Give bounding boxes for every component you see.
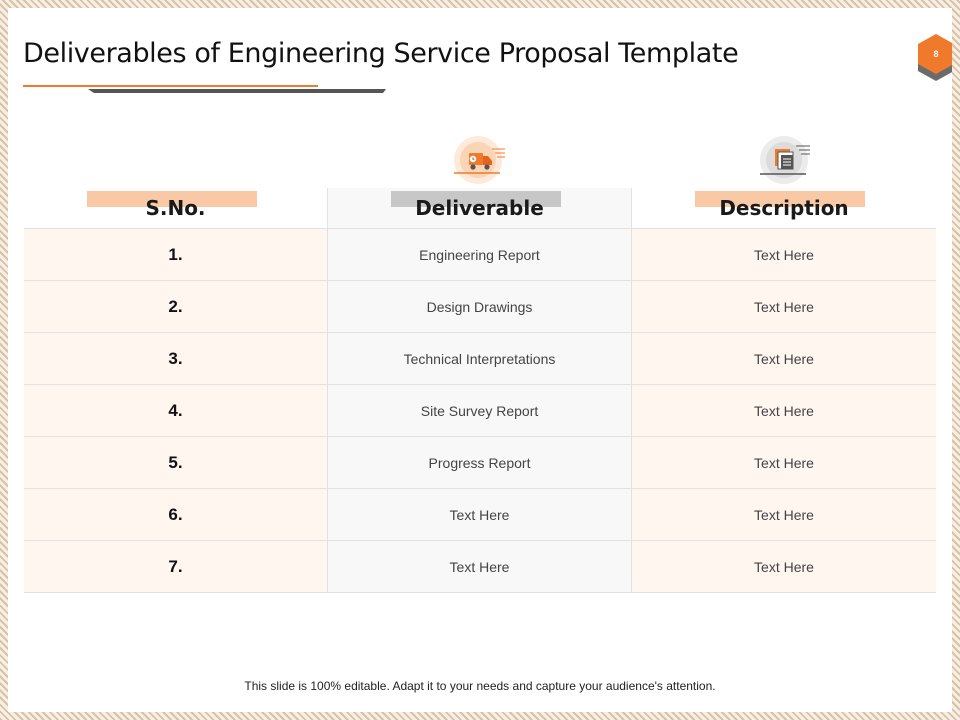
table-row: 2. Design Drawings Text Here <box>24 281 936 333</box>
cell-divider <box>327 385 328 436</box>
cell-description: Text Here <box>632 385 936 436</box>
column-header-description: Description <box>632 188 936 228</box>
cell-divider <box>327 437 328 488</box>
cell-divider <box>327 541 328 592</box>
cell-divider <box>631 281 632 332</box>
page-number-badge: 8 <box>918 34 952 82</box>
cell-divider <box>631 437 632 488</box>
cell-deliverable: Text Here <box>328 541 631 592</box>
column-header-label: S.No. <box>145 196 206 220</box>
cell-description: Text Here <box>632 437 936 488</box>
cell-sno: 1. <box>24 229 327 280</box>
slide-title: Deliverables of Engineering Service Prop… <box>23 38 739 69</box>
cell-divider <box>631 385 632 436</box>
header-highlight-bar <box>391 191 561 207</box>
cell-description: Text Here <box>632 333 936 384</box>
table-row: 1. Engineering Report Text Here <box>24 228 936 281</box>
column-header-label: Description <box>719 196 849 220</box>
cell-sno: 6. <box>24 489 327 540</box>
table-row: 6. Text Here Text Here <box>24 489 936 541</box>
cell-divider <box>631 541 632 592</box>
column-header-sno: S.No. <box>24 188 327 228</box>
table-row: 5. Progress Report Text Here <box>24 437 936 489</box>
cell-deliverable: Technical Interpretations <box>328 333 631 384</box>
table-row: 4. Site Survey Report Text Here <box>24 385 936 437</box>
header-highlight-bar <box>695 191 865 207</box>
cell-divider <box>631 333 632 384</box>
title-underline-shadow <box>88 89 386 93</box>
header-highlight-bar <box>87 191 257 207</box>
cell-deliverable: Engineering Report <box>328 229 631 280</box>
cell-description: Text Here <box>632 489 936 540</box>
cell-divider <box>631 489 632 540</box>
slide: Deliverables of Engineering Service Prop… <box>8 8 952 712</box>
cell-sno: 5. <box>24 437 327 488</box>
cell-divider <box>327 489 328 540</box>
cell-sno: 3. <box>24 333 327 384</box>
cell-deliverable: Progress Report <box>328 437 631 488</box>
cell-sno: 7. <box>24 541 327 592</box>
cell-divider <box>327 281 328 332</box>
cell-description: Text Here <box>632 229 936 280</box>
cell-deliverable: Text Here <box>328 489 631 540</box>
cell-description: Text Here <box>632 281 936 332</box>
table-body: 1. Engineering Report Text Here 2. Desig… <box>24 228 936 593</box>
cell-sno: 4. <box>24 385 327 436</box>
cell-description: Text Here <box>632 541 936 592</box>
column-header-label: Deliverable <box>415 196 544 220</box>
cell-deliverable: Design Drawings <box>328 281 631 332</box>
cell-deliverable: Site Survey Report <box>328 385 631 436</box>
document-list-icon <box>760 136 810 184</box>
cell-divider <box>327 333 328 384</box>
table-row: 3. Technical Interpretations Text Here <box>24 333 936 385</box>
cell-sno: 2. <box>24 281 327 332</box>
cell-divider <box>631 229 632 280</box>
title-underline-accent <box>23 85 318 87</box>
cell-divider <box>327 229 328 280</box>
footer-note: This slide is 100% editable. Adapt it to… <box>244 679 716 693</box>
delivery-truck-icon <box>454 136 505 184</box>
column-header-deliverable: Deliverable <box>328 188 631 228</box>
table-row: 7. Text Here Text Here <box>24 541 936 593</box>
